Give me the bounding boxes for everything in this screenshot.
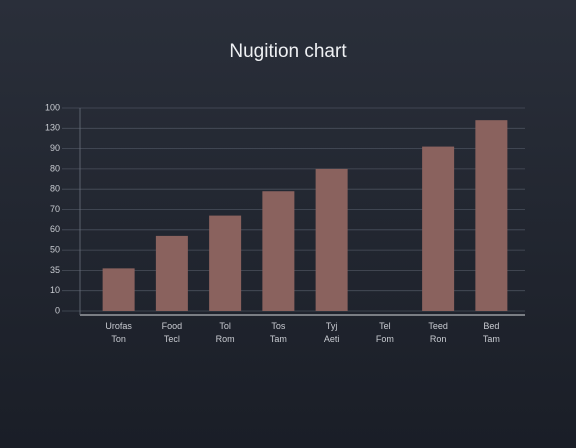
x-tick-label: Food Tecl xyxy=(162,321,183,344)
bar xyxy=(475,120,508,312)
y-tick-label: 10 xyxy=(50,285,60,295)
x-tick-label: Bed Tam xyxy=(483,321,500,344)
y-tick-label: 60 xyxy=(50,224,60,234)
y-tick-label: 130 xyxy=(45,123,60,133)
bar xyxy=(315,168,348,311)
y-tick-label: 80 xyxy=(50,184,60,194)
chart-title: Nugition chart xyxy=(229,41,347,62)
x-tick-label: Teed Ron xyxy=(428,321,448,344)
y-tick-label: 100 xyxy=(45,102,60,112)
bar xyxy=(422,146,455,311)
y-tick-label: 50 xyxy=(50,244,60,254)
bar xyxy=(209,215,242,311)
y-tick-label: 70 xyxy=(50,204,60,214)
y-tick-label: 0 xyxy=(55,305,60,315)
x-tick-label: Tol Rom xyxy=(216,321,235,344)
y-tick-label: 35 xyxy=(50,265,60,275)
x-tick-label: Tos Tam xyxy=(270,321,287,344)
bar xyxy=(102,268,135,311)
x-tick-label: Tyj Aeti xyxy=(324,321,340,344)
y-tick-label: 80 xyxy=(50,163,60,173)
bar xyxy=(155,235,188,311)
x-tick-label: Urofas Ton xyxy=(105,321,132,344)
x-tick-label: Tel Fom xyxy=(376,321,394,344)
bar xyxy=(262,191,295,311)
y-tick-label: 90 xyxy=(50,143,60,153)
